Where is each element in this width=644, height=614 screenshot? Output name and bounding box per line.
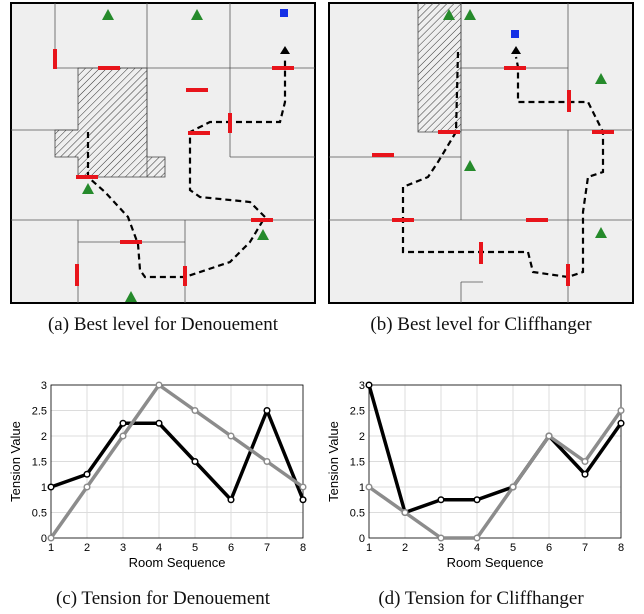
data-point [155,419,163,427]
hatched-obstacle [417,2,462,133]
data-point [473,496,481,504]
y-tick-label: 3 [359,380,365,392]
x-tick-label: 8 [300,542,306,554]
enemy-markers [82,9,269,302]
y-tick-label: 2.5 [350,406,365,418]
data-point [155,381,163,389]
y-axis-label: Tension Value [8,421,23,502]
caption-a: (a) Best level for Denouement [47,314,279,335]
data-point [47,534,55,542]
enemy-icon [257,229,269,240]
enemy-icon [191,9,203,20]
x-tick-label: 7 [582,542,588,554]
enemy-icon [464,9,476,20]
goal-icon [280,9,288,17]
enemy-icon [102,9,114,20]
doors [372,66,614,286]
x-tick-label: 5 [510,542,516,554]
y-axis-label: Tension Value [326,421,341,502]
data-point [581,457,589,466]
data-point [119,432,127,440]
enemy-icon [82,183,94,194]
x-tick-label: 1 [366,542,372,554]
data-point [299,483,307,491]
data-point [119,419,127,427]
caption-d: (d) Tension for Cliffhanger [378,588,584,609]
y-tick-label: 2 [359,431,365,443]
caption-c: (c) Tension for Denouement [55,588,271,609]
data-point [365,483,373,491]
plot-area-frame [50,384,304,539]
series-line-0 [367,384,623,515]
enemy-icon [443,9,455,20]
y-tick-label: 1 [41,482,47,494]
data-point [365,381,373,389]
level-map-denouement [10,2,316,304]
x-tick-label: 8 [618,542,624,554]
series-line-1 [367,409,623,540]
data-point [299,496,307,504]
y-tick-label: 0 [41,533,47,545]
y-tick-label: 2 [41,431,47,443]
x-tick-label: 5 [192,542,198,554]
data-point [263,457,271,466]
series-line-1 [49,383,305,540]
y-tick-label: 0.5 [32,508,47,520]
data-point [191,406,199,415]
x-axis-label: Room Sequence [129,555,226,570]
y-tick-label: 1.5 [32,457,47,469]
y-tick-label: 1.5 [350,457,365,469]
enemy-icon [595,227,607,238]
data-point [545,432,553,440]
data-point [83,483,91,491]
data-point [473,534,481,542]
y-tick-label: 0 [359,533,365,545]
plot-area-frame [368,384,622,539]
enemy-markers [443,9,607,238]
y-tick-label: 2.5 [32,406,47,418]
data-point [617,419,625,427]
x-tick-label: 1 [48,542,54,554]
enemy-icon [464,160,476,171]
doors [53,49,294,286]
y-tick-label: 1 [359,482,365,494]
data-point [83,470,91,478]
data-point [191,457,199,466]
x-tick-label: 2 [84,542,90,554]
data-point [263,406,271,415]
data-point [47,483,55,491]
y-tick-label: 0.5 [350,508,365,520]
x-tick-label: 4 [474,542,480,554]
player-path [401,51,605,279]
path-arrow-icon [511,46,521,54]
enemy-icon [595,73,607,84]
caption-b: (b) Best level for Cliffhanger [370,314,592,335]
enemy-icon [125,291,137,302]
goal-icon [511,30,519,38]
level-map-cliffhanger [328,2,634,304]
data-point [227,432,235,440]
x-tick-label: 7 [264,542,270,554]
series-line-0 [50,408,305,502]
data-point [437,496,445,504]
x-tick-label: 4 [156,542,162,554]
path-arrow-icon [280,46,290,54]
x-tick-label: 6 [228,542,234,554]
y-tick-label: 3 [41,380,47,392]
x-tick-label: 3 [120,542,126,554]
x-tick-label: 2 [402,542,408,554]
player-path [86,57,287,279]
data-point [509,483,517,491]
data-point [401,508,409,517]
data-point [227,496,235,504]
data-point [617,406,625,415]
x-axis-label: Room Sequence [447,555,544,570]
x-tick-label: 6 [546,542,552,554]
data-point [581,470,589,478]
x-tick-label: 3 [438,542,444,554]
data-point [437,534,445,542]
